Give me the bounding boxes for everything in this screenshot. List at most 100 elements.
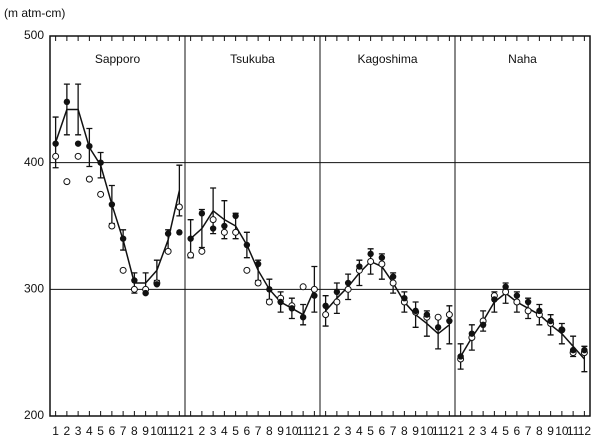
filled-dot: [513, 292, 521, 299]
filled-dot: [254, 260, 262, 268]
x-tick-label: 3: [480, 424, 487, 438]
x-tick-label: 4: [86, 424, 93, 438]
x-tick-label: 9: [277, 424, 284, 438]
filled-dot: [277, 298, 284, 306]
filled-dot: [131, 277, 138, 284]
open-dot: [445, 311, 453, 319]
x-tick-label: 1: [52, 424, 59, 438]
x-tick-label: 10: [150, 424, 164, 438]
panel-title: Tsukuba: [230, 52, 275, 66]
x-tick-label: 11: [432, 424, 445, 438]
open-dot: [378, 260, 386, 268]
filled-dot: [142, 289, 149, 297]
x-tick-label: 5: [367, 424, 374, 438]
open-dot: [344, 285, 352, 293]
filled-dot: [153, 281, 161, 288]
filled-dot: [569, 346, 577, 354]
filled-dot: [333, 288, 341, 296]
filled-dot: [434, 324, 442, 331]
open-dot: [130, 285, 138, 293]
filled-dot: [266, 286, 273, 293]
x-tick-label: 3: [210, 424, 217, 438]
x-tick-label: 9: [412, 424, 419, 438]
filled-dot: [221, 222, 228, 230]
mean-line: [325, 260, 450, 335]
x-tick-label: 11: [162, 424, 175, 438]
x-tick-label: 8: [266, 424, 273, 438]
filled-dot: [344, 279, 352, 287]
filled-dot: [356, 263, 363, 270]
open-dot: [243, 266, 251, 274]
x-tick-label: 11: [297, 424, 310, 438]
open-dot: [175, 203, 183, 211]
x-tick-label: 3: [75, 424, 82, 438]
filled-dot: [423, 311, 431, 318]
open-dot: [389, 279, 397, 287]
y-axis-label: (m atm-cm): [4, 6, 65, 20]
x-tick-label: 2: [64, 424, 71, 438]
x-tick-label: 6: [244, 424, 251, 438]
filled-dot: [164, 230, 172, 237]
x-tick-label: 6: [514, 424, 521, 438]
y-tick-label: 500: [24, 28, 44, 42]
x-tick-label: 10: [555, 424, 569, 438]
filled-dot: [502, 283, 509, 290]
x-tick-label: 8: [536, 424, 543, 438]
x-tick-label: 12: [443, 424, 457, 438]
filled-dot: [581, 346, 588, 354]
filled-dot: [243, 241, 251, 249]
filled-dot: [209, 225, 217, 232]
error-bar: [63, 83, 70, 136]
x-tick-label: 8: [401, 424, 408, 438]
filled-dot: [446, 317, 453, 325]
error-bar: [322, 295, 329, 327]
x-tick-label: 10: [285, 424, 299, 438]
filled-dot: [479, 321, 487, 328]
filled-dot: [86, 143, 93, 150]
x-tick-label: 8: [131, 424, 138, 438]
x-tick-label: 12: [173, 424, 187, 438]
filled-dot: [311, 292, 318, 299]
x-tick-label: 2: [199, 424, 206, 438]
y-tick-label: 300: [24, 282, 44, 296]
x-tick-label: 7: [525, 424, 532, 438]
open-dot: [97, 190, 105, 198]
open-dot: [198, 247, 206, 255]
filled-dot: [119, 235, 127, 242]
open-dot: [52, 152, 60, 160]
x-tick-label: 6: [109, 424, 116, 438]
x-tick-label: 1: [322, 424, 329, 438]
open-dot: [333, 298, 341, 306]
open-dot: [310, 285, 318, 293]
panel-title: Sapporo: [95, 52, 141, 66]
x-tick-label: 12: [308, 424, 322, 438]
panel-title: Naha: [508, 52, 537, 66]
open-dot: [513, 298, 521, 306]
open-dot: [220, 228, 228, 236]
x-tick-label: 5: [232, 424, 239, 438]
open-dot: [265, 298, 273, 306]
error-bar: [75, 83, 82, 136]
filled-dot: [547, 317, 554, 325]
filled-dot: [176, 229, 183, 236]
error-bar: [333, 282, 340, 315]
filled-dot: [491, 296, 498, 303]
filled-dot: [524, 298, 532, 306]
open-dot: [74, 152, 82, 160]
open-dot: [232, 228, 240, 236]
y-tick-label: 200: [24, 408, 44, 422]
x-tick-label: 12: [578, 424, 592, 438]
open-dot: [209, 216, 217, 224]
open-dot: [254, 279, 262, 287]
x-tick-label: 6: [379, 424, 386, 438]
x-tick-label: 7: [390, 424, 397, 438]
x-tick-label: 5: [502, 424, 509, 438]
open-dot: [63, 178, 71, 186]
x-tick-label: 2: [334, 424, 341, 438]
filled-dot: [322, 302, 329, 309]
filled-dot: [457, 353, 464, 360]
x-tick-label: 4: [491, 424, 498, 438]
open-dot: [187, 251, 195, 259]
x-tick-label: 7: [120, 424, 127, 438]
